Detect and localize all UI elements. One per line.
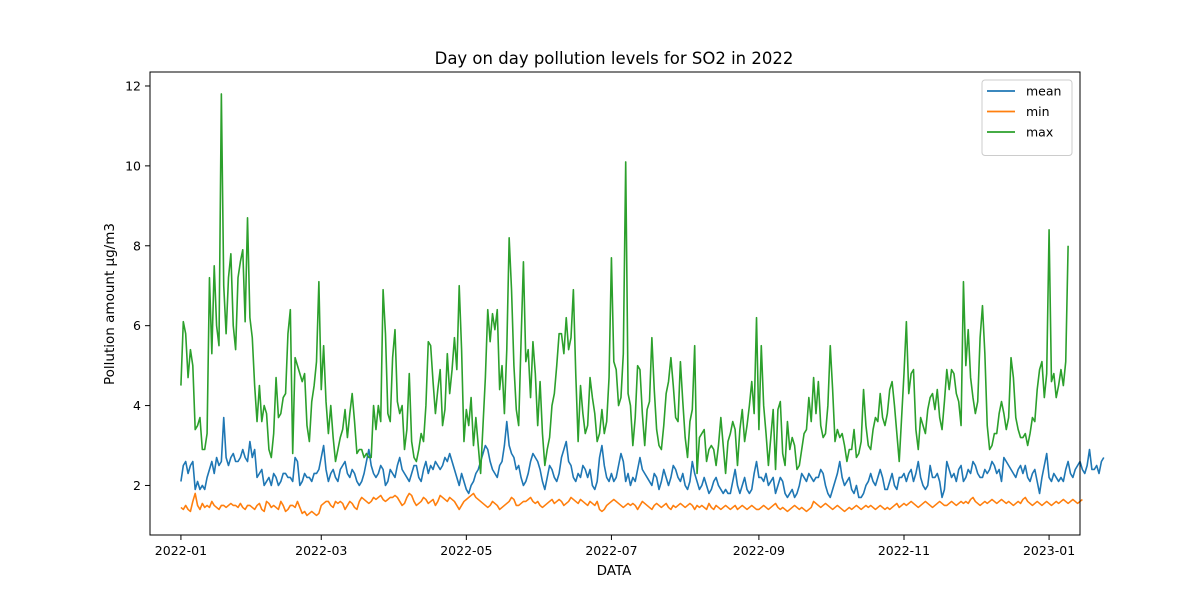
legend-label-mean: mean [1026,84,1061,99]
y-tick-label: 2 [133,478,141,493]
y-axis-label: Pollution amount µg/m3 [102,223,118,385]
axes: 2022-01 2022-03 2022-05 2022-07 2022-09 2022-… [125,71,1081,558]
x-tick-label: 2022-05 [440,543,492,558]
series-line-max [180,93,1069,475]
plot-frame [149,71,1081,536]
series-line-mean [180,416,1105,499]
x-tick-label: 2022-07 [585,543,637,558]
x-tick-label: 2023-01 [1023,543,1075,558]
y-tick-label: 4 [133,398,141,413]
y-tick-label: 8 [133,238,141,253]
x-tick-label: 2022-01 [155,543,207,558]
x-tick-label: 2022-09 [733,543,785,558]
x-tick-label: 2022-03 [295,543,347,558]
y-tick-label: 12 [125,78,141,93]
y-tick-label: 10 [125,158,141,173]
chart-title: Day on day pollution levels for SO2 in 2… [435,49,794,68]
legend-label-min: min [1026,104,1050,119]
legend-label-max: max [1026,125,1053,140]
legend: mean min max [981,79,1073,156]
series-lines [180,93,1105,517]
legend-box [981,79,1073,156]
series-line-min [180,492,1083,517]
y-tick-label: 6 [133,318,141,333]
x-tick-label: 2022-11 [878,543,930,558]
x-axis-label: DATA [597,563,633,579]
